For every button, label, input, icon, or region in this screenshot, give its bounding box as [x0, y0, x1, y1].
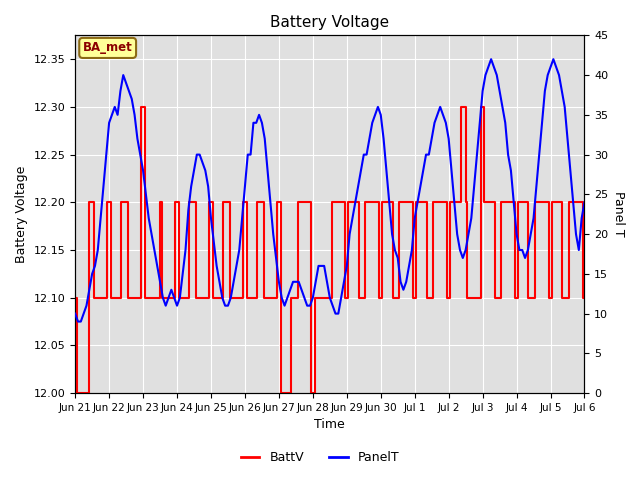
Y-axis label: Panel T: Panel T — [612, 192, 625, 237]
X-axis label: Time: Time — [314, 419, 345, 432]
Text: BA_met: BA_met — [83, 41, 132, 54]
Title: Battery Voltage: Battery Voltage — [270, 15, 389, 30]
Y-axis label: Battery Voltage: Battery Voltage — [15, 166, 28, 263]
Legend: BattV, PanelT: BattV, PanelT — [236, 446, 404, 469]
